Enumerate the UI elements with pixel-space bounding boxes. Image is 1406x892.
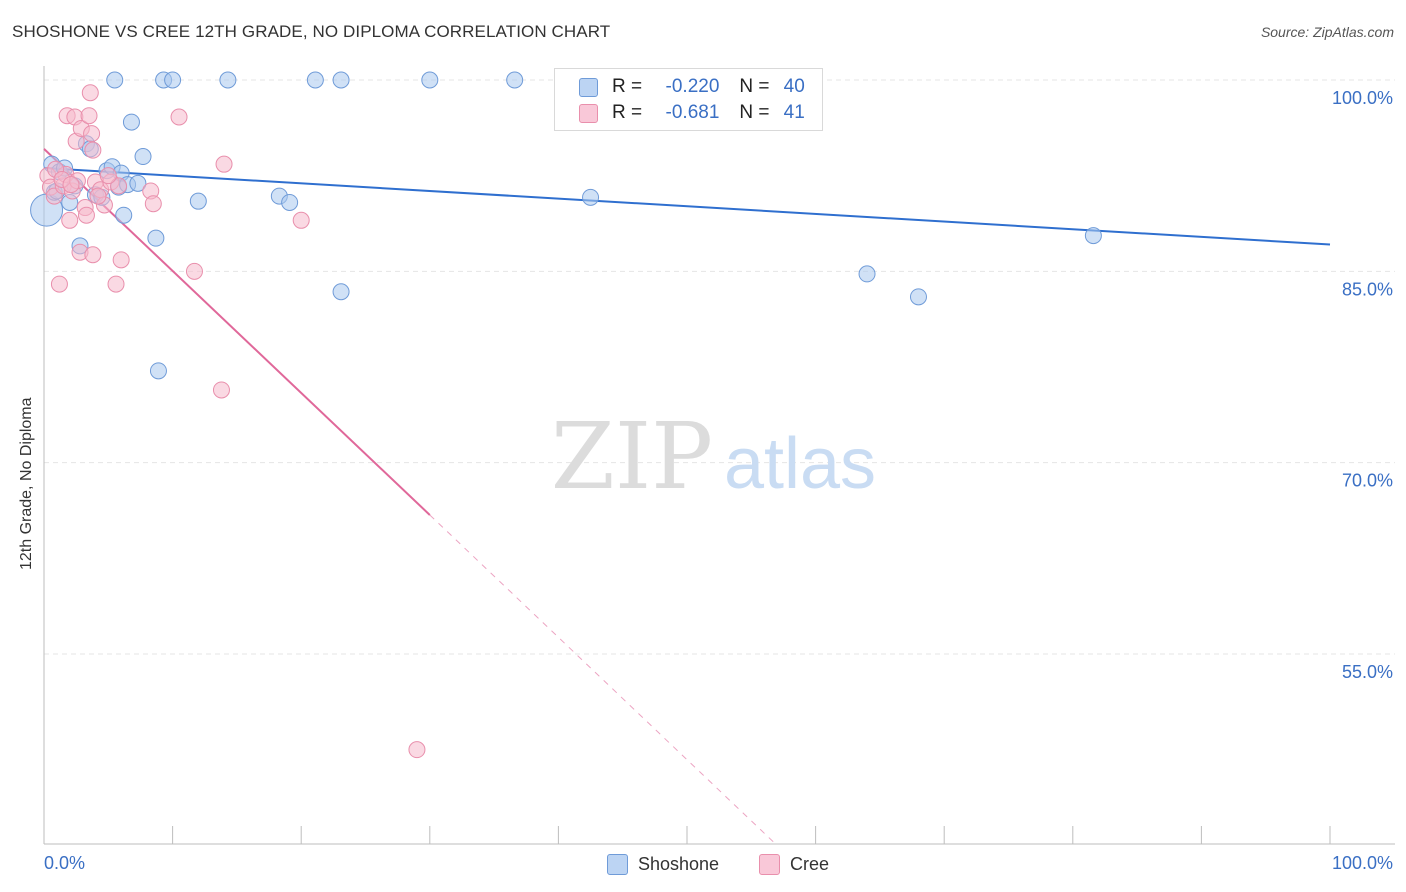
shoshone-point <box>129 174 147 192</box>
shoshone-point <box>122 113 140 131</box>
x-tick-label: 100.0% <box>1332 853 1393 873</box>
shoshone-point <box>332 71 350 89</box>
cree-point <box>110 177 128 195</box>
shoshone-point <box>909 288 927 306</box>
cree-legend-swatch <box>759 853 780 875</box>
bottom-legend-shoshone: Shoshone <box>607 852 719 876</box>
cree-trend-extension <box>429 514 778 846</box>
y-tick-label: 70.0% <box>1342 471 1393 491</box>
shoshone-point <box>306 71 324 89</box>
cree-point <box>107 275 125 293</box>
shoshone-legend-swatch <box>607 853 628 875</box>
x-tick-label: 0.0% <box>44 853 85 873</box>
cree-point <box>185 262 203 280</box>
shoshone-point <box>219 71 237 89</box>
shoshone-point <box>582 188 600 206</box>
cree-point <box>77 206 95 224</box>
axes <box>43 66 1395 845</box>
cree-swatch <box>579 103 598 123</box>
shoshone-point <box>147 229 165 247</box>
cree-point <box>215 155 233 173</box>
legend-r-label: R = <box>612 102 643 123</box>
shoshone-point <box>421 71 439 89</box>
data-points <box>30 71 1102 759</box>
cree-point <box>62 176 80 194</box>
shoshone-point <box>332 283 350 301</box>
shoshone-point <box>149 362 167 380</box>
cree-point <box>61 211 79 229</box>
cree-legend-label: Cree <box>790 853 830 874</box>
cree-point <box>84 141 102 159</box>
gridlines <box>44 79 1395 655</box>
cree-point <box>99 167 117 185</box>
y-tick-label: 100.0% <box>1332 88 1393 108</box>
legend-n-value: 41 <box>783 102 805 123</box>
source-credit: Source: ZipAtlas.com <box>1260 24 1394 40</box>
cree-point <box>144 195 162 213</box>
shoshone-point <box>106 71 124 89</box>
legend-r-label: R = <box>612 76 643 97</box>
shoshone-point <box>134 148 152 166</box>
bottom-legend-cree: Cree <box>759 852 829 876</box>
y-tick-label: 85.0% <box>1342 279 1393 299</box>
cree-point <box>83 125 101 143</box>
cree-point <box>408 741 426 759</box>
tick-labels: 100.0% 85.0% 70.0% 55.0% 0.0% 100.0% <box>44 88 1393 873</box>
cree-point <box>170 108 188 126</box>
legend-row-shoshone: R = -0.220 N = 40 <box>579 75 805 99</box>
shoshone-point <box>281 193 299 211</box>
chart-title: SHOSHONE VS CREE 12TH GRADE, NO DIPLOMA … <box>12 22 611 41</box>
legend-r-value: -0.220 <box>665 76 720 97</box>
y-axis-label: 12th Grade, No Diploma <box>18 397 35 570</box>
legend-row-cree: R = -0.681 N = 41 <box>579 101 805 125</box>
cree-point <box>292 211 310 229</box>
cree-point <box>89 187 107 205</box>
shoshone-point <box>506 71 524 89</box>
legend-r-value: -0.681 <box>665 102 720 123</box>
cree-point <box>84 246 102 264</box>
cree-point <box>112 251 130 269</box>
shoshone-legend-label: Shoshone <box>638 853 720 874</box>
y-tick-label: 55.0% <box>1342 662 1393 682</box>
legend-n-value: 40 <box>783 76 805 97</box>
correlation-legend: R = -0.220 N = 40 R = -0.681 N = 41 <box>554 68 823 131</box>
shoshone-point <box>1084 227 1102 245</box>
cree-point <box>212 381 230 399</box>
shoshone-point <box>115 206 133 224</box>
shoshone-swatch <box>579 77 598 97</box>
cree-point <box>50 275 68 293</box>
cree-point <box>81 84 99 102</box>
legend-n-label: N = <box>739 102 770 123</box>
watermark-atlas: atlas <box>724 424 876 504</box>
cree-point <box>80 107 98 125</box>
watermark: ZIP atlas <box>551 403 876 510</box>
shoshone-trend-line <box>43 167 1331 246</box>
shoshone-point <box>164 71 182 89</box>
shoshone-point <box>189 192 207 210</box>
watermark-zip: ZIP <box>551 403 713 510</box>
legend-n-label: N = <box>739 76 770 97</box>
shoshone-point <box>858 265 876 283</box>
